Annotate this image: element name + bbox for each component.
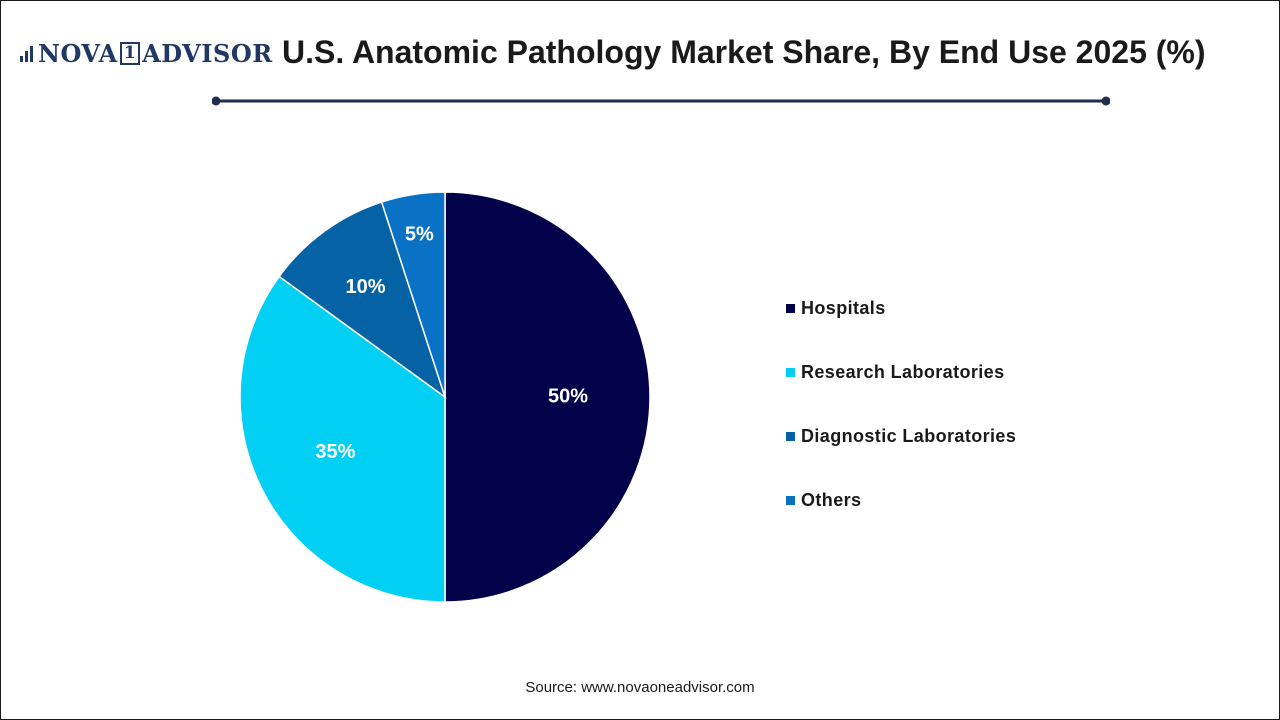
legend-item-hospitals: Hospitals <box>786 294 1086 322</box>
pie-slice-others <box>380 191 446 398</box>
pie-slice-hospitals <box>444 191 651 603</box>
chart-legend: Hospitals Research Laboratories Diagnostic… <box>786 294 1086 550</box>
bar-chart-icon <box>20 44 35 62</box>
brand-prefix: NOVA <box>38 38 118 68</box>
legend-swatch-research-laboratories <box>786 367 795 377</box>
legend-item-others: Others <box>786 486 1086 514</box>
data-label-diagnostic-laboratories: 10% <box>345 276 385 298</box>
title-rule-left-dot <box>212 96 221 106</box>
chart-title: U.S. Anatomic Pathology Market Share, By… <box>282 34 1206 70</box>
legend-label-hospitals: Hospitals <box>801 297 886 318</box>
data-label-others: 5% <box>405 223 434 245</box>
brand-suffix: ADVISOR <box>142 38 273 68</box>
pie-slice-diagnostic-laboratories <box>278 201 447 399</box>
data-label-research-laboratories: 35% <box>315 441 355 463</box>
legend-label-others: Others <box>801 489 862 510</box>
legend-swatch-others <box>786 495 795 505</box>
pie-slice-research-laboratories <box>239 275 446 603</box>
source-note: Source: www.novaoneadvisor.com <box>525 679 755 696</box>
legend-swatch-diagnostic-laboratories <box>786 431 795 441</box>
legend-item-diagnostic-laboratories: Diagnostic Laboratories <box>786 422 1086 450</box>
data-label-hospitals: 50% <box>548 385 588 407</box>
title-rule-right-dot <box>1101 96 1110 106</box>
pie-chart: 50% 35% 10% 5% <box>239 191 651 603</box>
title-rule <box>212 96 1110 106</box>
brand-one: 1 <box>119 41 141 65</box>
legend-label-diagnostic-laboratories: Diagnostic Laboratories <box>801 425 1017 446</box>
brand-logo: NOVA 1 ADVISOR <box>20 36 273 70</box>
legend-label-research-laboratories: Research Laboratories <box>801 361 1005 382</box>
legend-item-research-laboratories: Research Laboratories <box>786 358 1086 386</box>
legend-swatch-hospitals <box>786 303 795 313</box>
